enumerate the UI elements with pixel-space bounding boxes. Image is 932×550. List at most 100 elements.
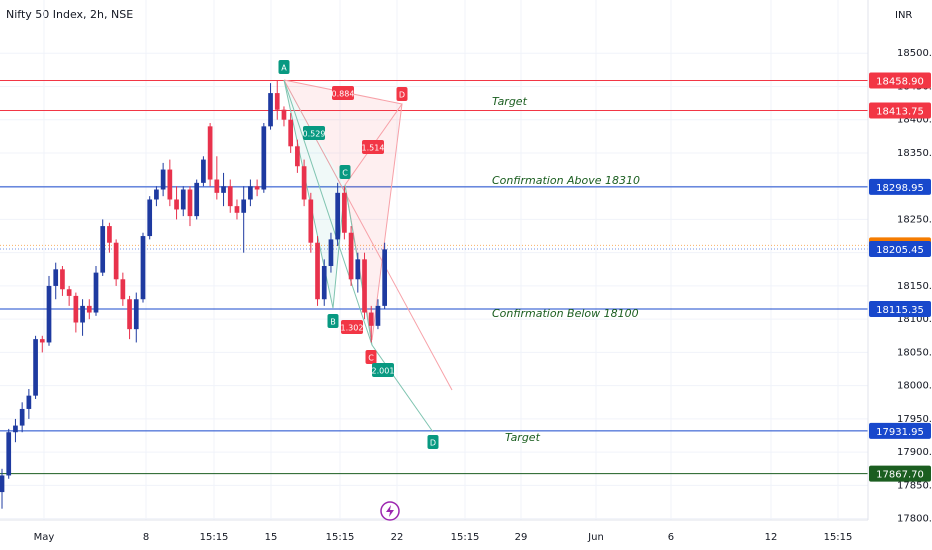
price-tag-label: 18115.35 <box>876 305 924 316</box>
candle-body <box>234 206 240 213</box>
pattern-tag <box>427 435 439 449</box>
candle-body <box>194 182 200 217</box>
price-tag-label: 17931.95 <box>876 427 924 438</box>
candle-body <box>355 259 361 280</box>
y-tick-label: 18150.00 <box>897 281 932 292</box>
candle-body <box>261 126 267 190</box>
candle-body <box>268 93 273 127</box>
candle-body <box>342 192 347 233</box>
candle-body <box>321 265 327 300</box>
candle-body <box>154 189 159 200</box>
candle-body <box>73 295 79 323</box>
candle-body <box>107 226 112 243</box>
price-tag-label: 18413.75 <box>876 107 924 118</box>
candle-body <box>26 395 32 409</box>
annotation: Target <box>492 95 528 108</box>
x-tick-label: 6 <box>668 532 674 543</box>
pattern-tag <box>341 320 363 334</box>
pattern-label: 2.001 <box>372 367 395 376</box>
pattern-tag <box>362 140 384 154</box>
x-tick-label: 29 <box>515 532 528 543</box>
pattern-label: D <box>430 439 436 448</box>
annotation: Confirmation Below 18100 <box>492 307 639 320</box>
price-tag-label: 17867.70 <box>876 470 924 481</box>
candle-body <box>281 109 287 120</box>
candle-body <box>160 169 166 190</box>
pattern-label: 0.529 <box>303 130 326 139</box>
price-tag-label: 18205.45 <box>876 245 924 256</box>
candle-body <box>19 408 25 426</box>
y-tick-label: 18050.00 <box>897 347 932 358</box>
candle-body <box>66 289 72 296</box>
y-tick-label: 18250.00 <box>897 214 932 225</box>
candle-body <box>348 232 354 280</box>
candle-body <box>60 269 65 290</box>
candle-body <box>0 475 5 493</box>
y-tick-label: 18400.00 <box>897 115 932 126</box>
price-tag-label: 18298.95 <box>876 183 924 194</box>
event-icon <box>386 505 394 517</box>
price-tag <box>869 465 931 482</box>
candle-body <box>315 242 320 300</box>
candle-body <box>93 272 99 313</box>
candle-body <box>288 119 294 147</box>
x-tick-label: 15:15 <box>326 532 355 543</box>
price-tag <box>869 241 931 258</box>
pattern-tag <box>372 363 394 377</box>
candle-body <box>301 166 307 200</box>
x-tick-label: 22 <box>391 532 404 543</box>
pattern-tag <box>365 350 377 364</box>
annotation: Confirmation Above 18310 <box>492 174 640 187</box>
candle-body <box>167 169 173 200</box>
y-tick-label: 17800.00 <box>897 514 932 525</box>
candle-body <box>147 199 153 237</box>
candle-body <box>33 339 38 396</box>
y-tick-label: 17850.00 <box>897 480 932 491</box>
candle-body <box>308 199 314 243</box>
candle-body <box>180 189 186 210</box>
x-tick-label: 15:15 <box>451 532 480 543</box>
x-tick-label: May <box>34 532 55 543</box>
pattern-tag <box>303 126 325 140</box>
y-tick-label: 18100.00 <box>897 314 932 325</box>
pattern-tag <box>332 86 354 100</box>
price-tag-label: 18458.90 <box>876 77 924 88</box>
pattern-label: B <box>330 318 336 327</box>
candle-body <box>221 186 226 193</box>
candle-body <box>120 279 126 300</box>
candle-body <box>113 242 119 280</box>
candle-body <box>362 259 367 313</box>
x-tick-label: 15:15 <box>200 532 229 543</box>
pattern-label: 1.514 <box>362 144 385 153</box>
candle-body <box>133 299 139 330</box>
candle-body <box>39 339 45 343</box>
candle-body <box>214 179 220 193</box>
candle-body <box>335 192 341 240</box>
candle-body <box>295 146 300 167</box>
x-tick-label: 15:15 <box>824 532 853 543</box>
y-tick-label: 17900.00 <box>897 447 932 458</box>
pattern-label: C <box>368 354 374 363</box>
candle-body <box>368 312 374 326</box>
chart-title: Nifty 50 Index, 2h, NSE <box>6 8 133 21</box>
candle-body <box>201 159 206 183</box>
x-tick-label: 8 <box>143 532 149 543</box>
candle-body <box>6 432 12 476</box>
pattern-tag <box>327 314 339 328</box>
pattern-tag <box>396 87 408 101</box>
y-tick-label: 18500.00 <box>897 48 932 59</box>
y-tick-label: 17950.00 <box>897 414 932 425</box>
pattern-label: 0.884 <box>332 90 355 99</box>
candle-body <box>382 249 388 306</box>
candle-body <box>100 226 106 273</box>
candle-body <box>227 186 233 207</box>
pattern-label: 1.302 <box>341 324 364 333</box>
candle-body <box>53 269 59 286</box>
price-tag <box>869 300 931 317</box>
pattern-label: C <box>342 169 348 178</box>
candle-body <box>274 93 280 110</box>
currency: INR <box>895 10 912 21</box>
y-tick-label: 18000.00 <box>897 381 932 392</box>
price-tag <box>869 72 931 89</box>
pattern-tag <box>339 165 351 179</box>
